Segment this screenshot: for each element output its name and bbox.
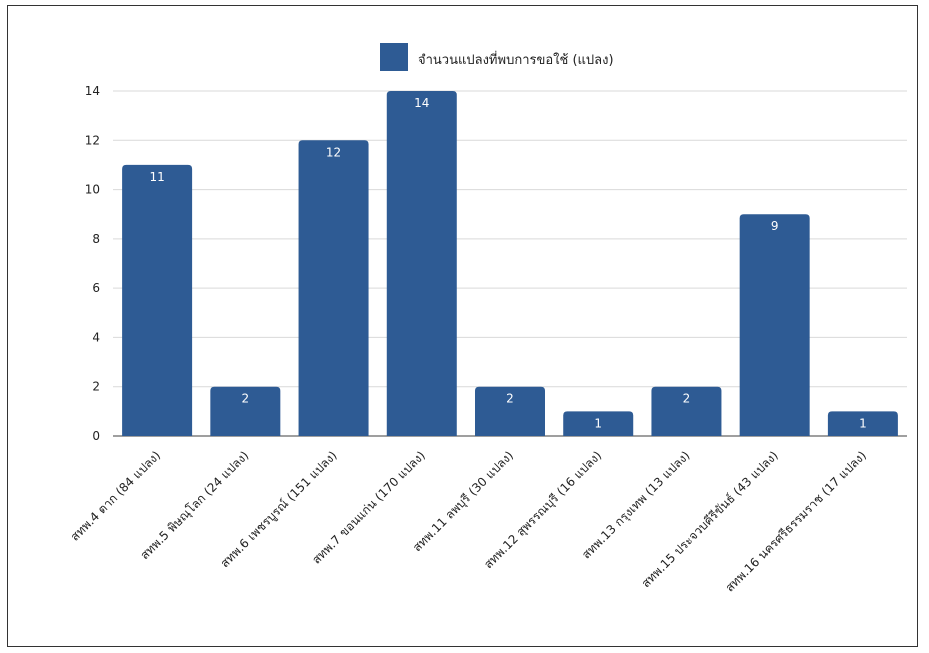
bar [475,386,545,436]
y-tick-label: 2 [92,380,100,394]
bar [386,91,457,436]
bar-value-label: 14 [414,96,429,110]
bar-value-label: 1 [594,416,602,430]
y-tick-label: 0 [92,429,100,443]
bar [298,140,369,437]
legend-label: จำนวนแปลงที่พบการขอใช้ (แปลง) [418,51,614,68]
bar-value-label: 12 [326,145,341,159]
y-tick-label: 12 [85,133,100,147]
x-tick-label: สทพ.11 ลพบุรี (30 แปลง) [410,448,517,555]
y-tick-label: 6 [92,281,100,295]
bar-value-label: 1 [859,416,867,430]
y-tick-label: 14 [85,84,100,98]
bar-value-label: 11 [149,170,164,184]
bar [210,386,281,436]
bar [827,411,898,436]
bar-value-label: 2 [242,392,250,406]
bar-value-label: 9 [771,219,779,233]
bar [563,411,634,436]
x-tick-label: สทพ.4 ตาก (84 แปลง) [68,448,163,543]
x-tick-label: สทพ.16 นครศรีธรรมราช (17 แปลง) [723,448,869,594]
bar [651,386,722,436]
y-tick-label: 4 [92,330,100,344]
legend-swatch [380,43,408,71]
bar [122,164,193,436]
bar-value-label: 2 [683,392,691,406]
bar [739,214,810,436]
y-tick-label: 8 [92,232,100,246]
y-tick-label: 10 [85,183,100,197]
bar-value-label: 2 [506,392,514,406]
